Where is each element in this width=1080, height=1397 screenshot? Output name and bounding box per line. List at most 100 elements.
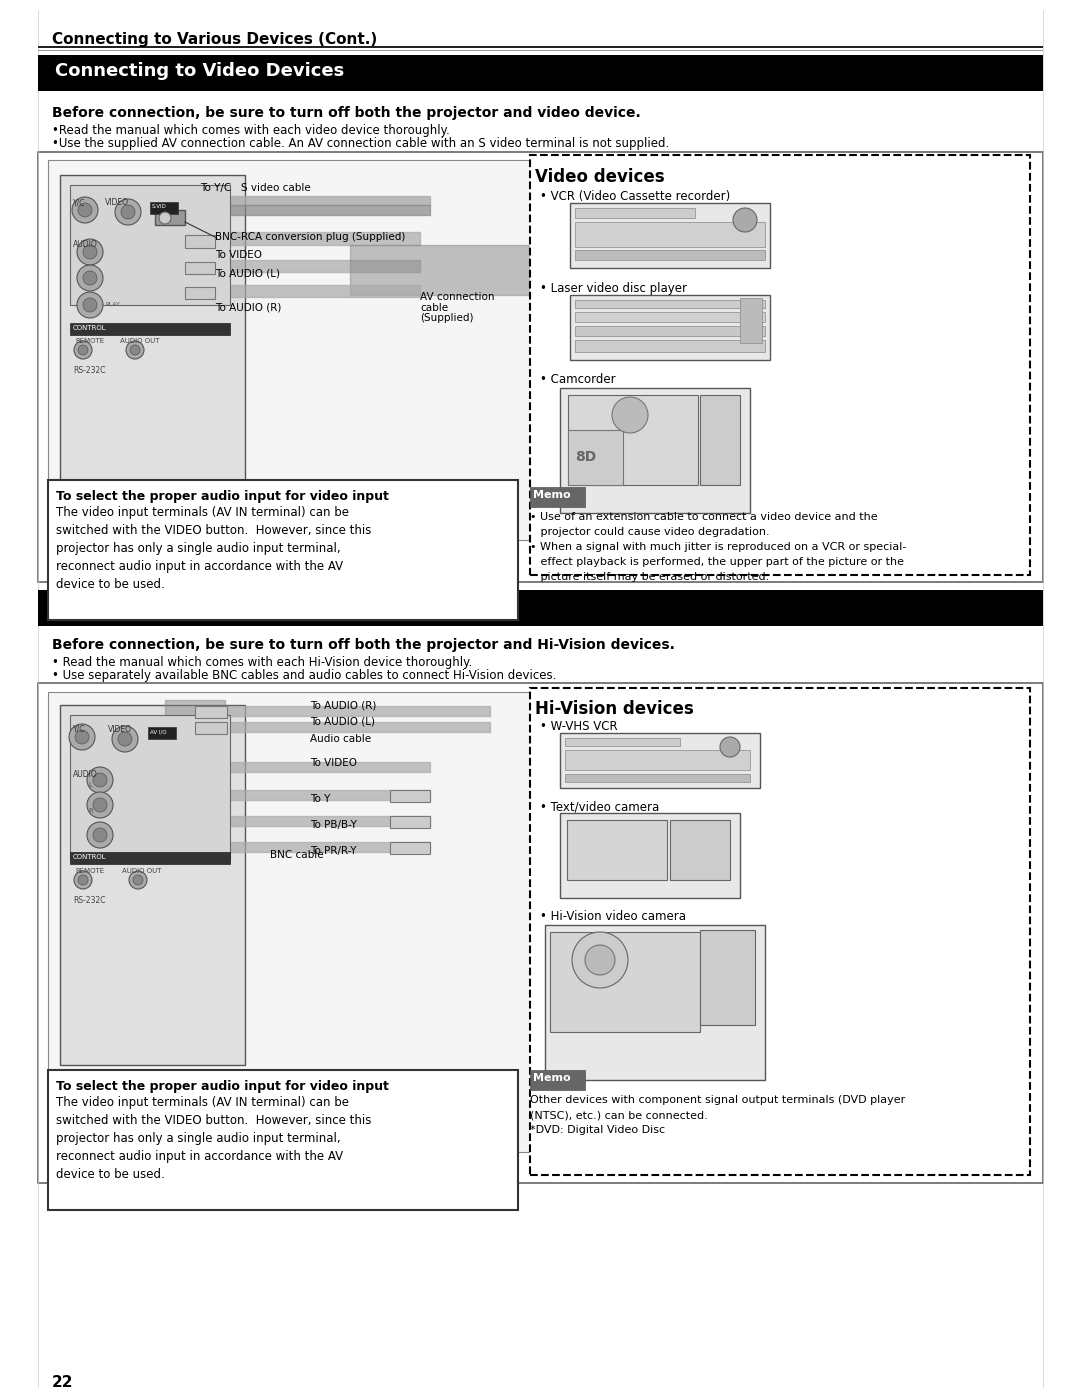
Circle shape [87,767,113,793]
Text: To AUDIO (L): To AUDIO (L) [310,717,375,726]
Bar [530,488,585,507]
Bar [70,852,230,863]
Text: AUDIO OUT: AUDIO OUT [120,338,160,344]
Text: switched with the VIDEO button.  However, since this: switched with the VIDEO button. However,… [56,524,372,536]
Text: (NTSC), etc.) can be connected.: (NTSC), etc.) can be connected. [530,1111,707,1120]
Circle shape [733,208,757,232]
Text: To PB/B-Y: To PB/B-Y [310,820,356,830]
Text: To Y: To Y [310,793,330,805]
Text: *DVD: Digital Video Disc: *DVD: Digital Video Disc [530,1125,665,1134]
Text: Connecting to Video Devices: Connecting to Video Devices [55,61,345,80]
Bar [561,388,750,513]
Bar [185,263,215,274]
Circle shape [72,197,98,224]
Circle shape [126,341,144,359]
Text: The video input terminals (AV IN terminal) can be: The video input terminals (AV IN termina… [56,1097,349,1109]
Bar [530,155,1030,576]
Text: Before connection, be sure to turn off both the projector and video device.: Before connection, be sure to turn off b… [52,106,640,120]
Text: Before connection, be sure to turn off both the projector and Hi-Vision devices.: Before connection, be sure to turn off b… [52,638,675,652]
Text: To PR/R-Y: To PR/R-Y [310,847,356,856]
Text: To select the proper audio input for video input: To select the proper audio input for vid… [56,490,389,503]
Text: The video input terminals (AV IN terminal) can be: The video input terminals (AV IN termina… [56,506,349,520]
Bar [561,733,760,788]
Circle shape [159,212,171,224]
Text: Y/C: Y/C [73,725,85,733]
Bar [38,590,1043,626]
Circle shape [93,828,107,842]
Bar [38,152,1043,583]
Bar [60,705,245,1065]
Text: •Use the supplied AV connection cable. An AV connection cable with an S video te: •Use the supplied AV connection cable. A… [52,137,670,149]
Text: reconnect audio input in accordance with the AV: reconnect audio input in accordance with… [56,1150,343,1162]
Text: RS-232C: RS-232C [73,895,106,905]
Circle shape [78,875,87,886]
Circle shape [612,397,648,433]
Bar [575,339,765,352]
Bar [530,687,1030,1175]
Text: Audio cable: Audio cable [310,733,372,745]
Text: • Use separately available BNC cables and audio cables to connect Hi-Vision devi: • Use separately available BNC cables an… [52,669,556,682]
Text: •Read the manual which comes with each video device thoroughly.: •Read the manual which comes with each v… [52,124,449,137]
Text: AV I/O: AV I/O [150,729,166,733]
Bar [70,184,230,305]
Circle shape [75,341,92,359]
Text: To VIDEO: To VIDEO [310,759,357,768]
Bar [565,738,680,746]
Bar [670,820,730,880]
Text: CONTROL: CONTROL [73,326,107,331]
Text: To AUDIO (L): To AUDIO (L) [215,268,280,278]
Circle shape [77,239,103,265]
Circle shape [87,792,113,819]
Bar [70,715,230,861]
Circle shape [133,875,143,886]
Text: VIDEO: VIDEO [108,725,132,733]
Text: Memo: Memo [534,1073,570,1083]
Bar [575,208,696,218]
Text: 22: 22 [52,1375,73,1390]
Bar [48,1070,518,1210]
Circle shape [77,265,103,291]
Bar [60,175,245,495]
Text: To AUDIO (R): To AUDIO (R) [215,303,282,313]
Circle shape [93,798,107,812]
Text: • Laser video disc player: • Laser video disc player [540,282,687,295]
Text: (Supplied): (Supplied) [420,313,473,323]
Circle shape [118,732,132,746]
Bar [195,705,227,718]
Text: projector has only a single audio input terminal,: projector has only a single audio input … [56,542,340,555]
Text: effect playback is performed, the upper part of the picture or the: effect playback is performed, the upper … [530,557,904,567]
Text: Other devices with component signal output terminals (DVD player: Other devices with component signal outp… [530,1095,905,1105]
Text: Connecting to Hi-Vision Devices: Connecting to Hi-Vision Devices [55,597,376,615]
Text: projector has only a single audio input terminal,: projector has only a single audio input … [56,1132,340,1146]
Bar [48,481,518,620]
Circle shape [83,244,97,258]
Bar [38,46,1043,47]
Circle shape [83,298,97,312]
Text: Memo: Memo [534,490,570,500]
Circle shape [77,292,103,319]
Bar [700,395,740,485]
Bar [48,692,627,1153]
Bar [195,722,227,733]
Text: S.VID: S.VID [152,204,167,210]
Bar [70,323,230,335]
Text: • Read the manual which comes with each Hi-Vision device thoroughly.: • Read the manual which comes with each … [52,657,472,669]
Bar [150,203,178,214]
Circle shape [720,738,740,757]
Text: • Text/video camera: • Text/video camera [540,800,659,813]
Text: To VIDEO: To VIDEO [215,250,262,260]
Bar [390,816,430,828]
Text: picture itself may be erased or distorted.: picture itself may be erased or distorte… [530,571,769,583]
Bar [740,298,762,344]
Circle shape [114,198,141,225]
Circle shape [572,932,627,988]
Bar [568,430,623,485]
Text: BNC cable: BNC cable [270,849,324,861]
Circle shape [130,345,140,355]
Bar [570,295,770,360]
Text: device to be used.: device to be used. [56,578,165,591]
Circle shape [585,944,615,975]
Text: • Use of an extension cable to connect a video device and the: • Use of an extension cable to connect a… [530,511,878,522]
Bar [550,932,700,1032]
Bar [185,235,215,249]
